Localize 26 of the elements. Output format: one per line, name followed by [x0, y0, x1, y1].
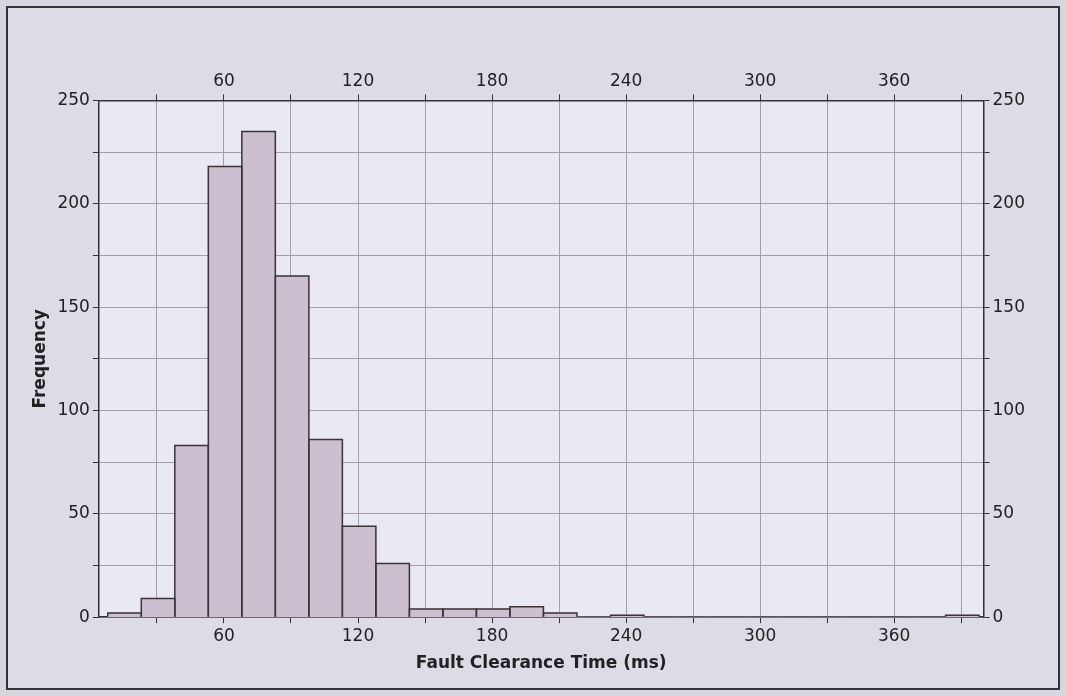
x-tick-label: 240 — [609, 624, 643, 645]
x2-tick-label: 180 — [475, 69, 509, 90]
y-tick-label: 200 — [57, 192, 90, 213]
x-tick-label: 300 — [743, 624, 777, 645]
y-tick-label: 250 — [57, 88, 90, 109]
x2-tick-label: 120 — [341, 69, 375, 90]
x-tick-label: 120 — [341, 624, 375, 645]
y2-tick-label: 250 — [992, 88, 1026, 109]
y2-tick-label: 50 — [992, 502, 1015, 523]
y-tick-label: 50 — [68, 502, 90, 523]
y-tick-label: 150 — [57, 295, 90, 316]
x2-tick-label: 240 — [609, 69, 643, 90]
y2-tick-label: 100 — [992, 398, 1026, 419]
y-axis-title: Frequency — [28, 309, 49, 409]
y-tick-label: 0 — [79, 605, 90, 626]
x-tick-label: 360 — [877, 624, 911, 645]
x2-tick-label: 60 — [213, 69, 235, 90]
x-axis-title: Fault Clearance Time (ms) — [415, 652, 667, 673]
y2-tick-label: 150 — [992, 295, 1026, 316]
x2-tick-label: 300 — [743, 69, 777, 90]
x-tick-label: 60 — [213, 624, 235, 645]
y2-tick-label: 200 — [992, 192, 1026, 213]
x-tick-label: 180 — [475, 624, 509, 645]
y2-tick-label: 0 — [992, 605, 1004, 626]
x2-tick-label: 360 — [877, 69, 911, 90]
y-tick-label: 100 — [57, 398, 90, 419]
